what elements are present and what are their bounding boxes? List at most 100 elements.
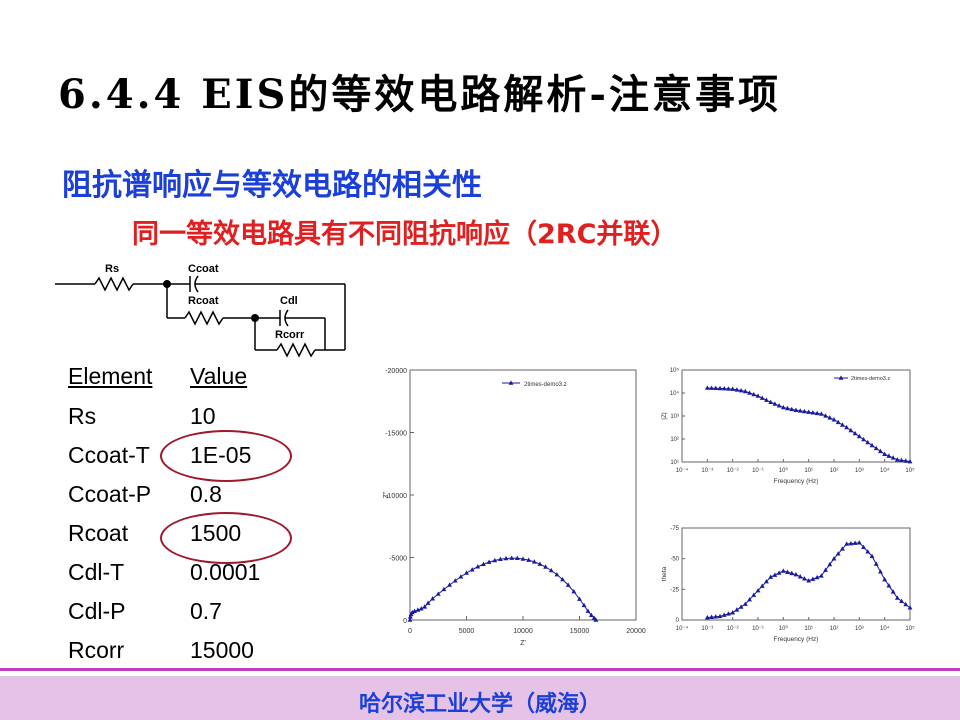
data-point [751, 391, 757, 397]
data-point [835, 419, 841, 425]
data-point [709, 385, 714, 390]
data-point [856, 540, 862, 545]
data-point [785, 405, 790, 411]
data-point [415, 607, 421, 612]
x-axis-label: Frequency (Hz) [774, 636, 819, 643]
data-point [848, 427, 854, 433]
data-point [713, 385, 719, 391]
data-point [412, 608, 417, 614]
data-point [802, 576, 807, 581]
data-point [772, 401, 778, 406]
data-point [776, 570, 782, 575]
data-point [571, 589, 577, 594]
y-axis-label: |Z| [661, 412, 668, 420]
x-tick-label: 20000 [626, 628, 646, 635]
nyquist-plot: 0 5000 10000 15000 20000 0 -5000 -10000 -15000 -2… [383, 368, 646, 647]
data-point [734, 387, 740, 392]
data-point [865, 439, 871, 445]
data-point [882, 451, 888, 456]
data-point [852, 540, 858, 545]
data-point [814, 410, 820, 416]
param-name: Ccoat-T [68, 442, 150, 468]
subtitle-same-circuit: 同一等效电路具有不同阻抗响应（2RC并联） [132, 219, 678, 250]
data-point [742, 388, 748, 394]
x-tick-label: 10000 [513, 628, 533, 635]
param-value: 15000 [190, 637, 254, 663]
data-point [907, 458, 913, 464]
data-point [588, 612, 594, 618]
data-point [899, 598, 904, 603]
data-point [425, 600, 431, 605]
param-header-element: Element [68, 363, 153, 389]
data-point [738, 388, 744, 393]
data-point [818, 411, 824, 416]
param-name: Ccoat-P [68, 481, 152, 507]
data-point [537, 561, 543, 566]
x-tick-label: 0 [408, 628, 412, 635]
data-point [776, 403, 782, 408]
data-point [865, 549, 871, 554]
data-point [838, 375, 844, 380]
data-point [793, 407, 799, 413]
data-point [861, 436, 866, 442]
series-line [409, 557, 597, 621]
data-point [882, 576, 888, 582]
data-point [543, 564, 548, 569]
data-point [418, 606, 424, 611]
data-point [747, 596, 752, 602]
data-point [475, 564, 481, 569]
param-name: Rcorr [68, 637, 125, 663]
y-axis-label: theta [661, 566, 668, 581]
x-tick-label: 10⁴ [880, 467, 890, 474]
data-point [486, 559, 492, 564]
y-tick-label: -15000 [385, 431, 407, 438]
data-point [458, 574, 464, 579]
node-dot [251, 314, 259, 322]
x-tick-label: 10² [830, 468, 839, 474]
data-point [738, 604, 744, 609]
x-tick-label: 15000 [570, 628, 590, 635]
data-point [873, 445, 879, 451]
legend-label: 2times-demo3.z [851, 376, 890, 382]
data-point [869, 553, 875, 559]
x-axis-label: Z' [520, 640, 526, 647]
data-point [520, 556, 526, 561]
y-axis-label: Z'' [383, 492, 390, 499]
subtitle-correlation: 阻抗谱响应与等效电路的相关性 [62, 168, 482, 203]
data-point [492, 557, 498, 563]
y-tick-label: 10⁴ [670, 390, 680, 397]
data-point [755, 393, 761, 398]
data-point [430, 596, 435, 601]
data-point [827, 415, 833, 420]
data-point [789, 406, 795, 412]
resistor-rs-symbol [94, 276, 134, 292]
data-point [526, 557, 532, 562]
data-point [581, 602, 587, 608]
y-tick-label: -75 [670, 526, 679, 532]
data-point [407, 614, 413, 619]
plot-frame [409, 369, 637, 621]
data-point [903, 601, 909, 607]
data-point [840, 546, 845, 551]
data-point [878, 569, 883, 574]
x-tick-label: 10⁻¹ [752, 468, 764, 474]
x-tick-label: 10⁵ [905, 625, 915, 632]
y-tick-label: -20000 [385, 368, 407, 375]
highlight-ring-ccoat-t [160, 430, 292, 482]
x-tick-label: 10¹ [804, 626, 813, 632]
data-point [452, 578, 458, 583]
data-point [827, 561, 833, 567]
x-tick-label: 10⁻² [727, 626, 739, 632]
data-point [435, 591, 441, 596]
data-point [469, 567, 475, 572]
param-name: Cdl-T [68, 559, 125, 585]
data-point [577, 596, 582, 601]
y-tick-label: 10¹ [670, 460, 679, 466]
data-point [759, 583, 765, 588]
resistor-rcorr-symbol [276, 342, 316, 358]
footer-divider [0, 668, 960, 671]
data-point [481, 561, 486, 567]
data-point [848, 540, 854, 546]
y-tick-label: 10² [670, 437, 679, 443]
x-tick-label: 10⁵ [905, 467, 915, 474]
